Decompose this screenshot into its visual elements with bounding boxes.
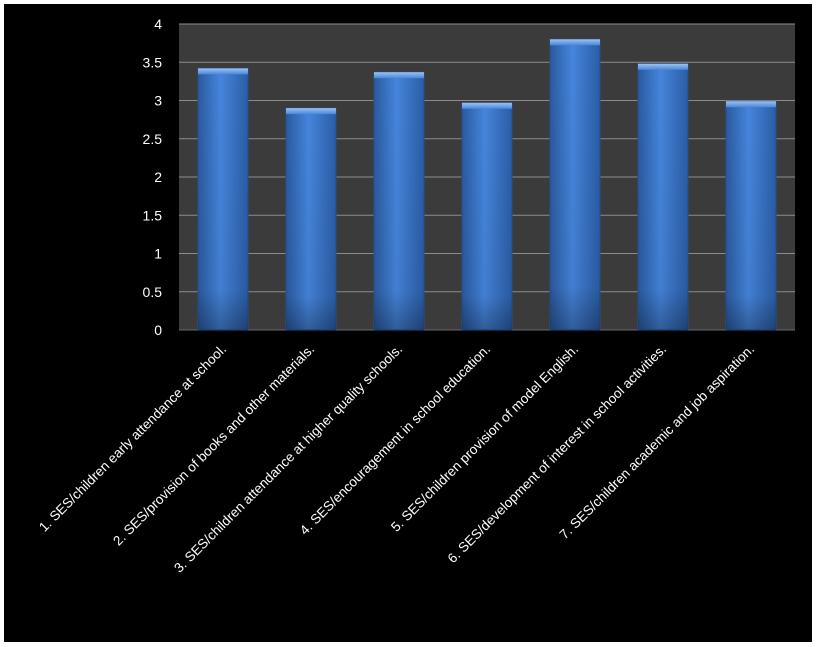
bar xyxy=(637,63,689,331)
bar xyxy=(461,102,513,331)
bar-cap xyxy=(726,101,776,108)
y-tick-label: 2.5 xyxy=(143,131,163,147)
x-category-label: 7. SES/children academic and job aspirat… xyxy=(557,342,758,543)
x-category-label: 2. SES/provision of books and other mate… xyxy=(110,342,317,549)
y-tick-label: 0 xyxy=(154,322,162,338)
y-tick-label: 2 xyxy=(154,169,162,185)
x-category-label: 5. SES/children provision of model Engli… xyxy=(388,342,581,535)
y-tick-label: 1 xyxy=(154,246,162,262)
bar-shade xyxy=(286,108,336,331)
bar-shade xyxy=(198,68,248,331)
bar-shade xyxy=(550,39,600,331)
bar-shade xyxy=(374,72,424,330)
bar xyxy=(549,38,601,331)
bar-cap xyxy=(374,72,424,79)
bar xyxy=(285,107,337,331)
bar-cap xyxy=(198,68,248,75)
bar-cap xyxy=(638,63,688,70)
bar-shade xyxy=(638,63,688,330)
y-tick-label: 1.5 xyxy=(143,207,163,223)
bar-shade xyxy=(726,101,776,330)
bars xyxy=(197,38,777,331)
y-tick-label: 4 xyxy=(154,16,162,32)
bar xyxy=(197,67,249,331)
bar-shade xyxy=(462,102,512,330)
bar xyxy=(373,71,425,331)
y-tick-label: 0.5 xyxy=(143,284,163,300)
x-category-label: 4. SES/encouragement in school education… xyxy=(297,342,493,538)
bar xyxy=(725,100,777,331)
bar-cap xyxy=(286,108,336,115)
bar-cap xyxy=(550,39,600,46)
y-tick-label: 3 xyxy=(154,93,162,109)
x-category-label: 1. SES/children early attendance at scho… xyxy=(36,342,229,535)
y-tick-label: 3.5 xyxy=(143,54,163,70)
x-axis-categories: 1. SES/children early attendance at scho… xyxy=(36,342,757,576)
bar-cap xyxy=(462,102,512,109)
y-axis-ticks: 0 0.5 1 1.5 2 2.5 3 3.5 4 xyxy=(143,16,163,338)
